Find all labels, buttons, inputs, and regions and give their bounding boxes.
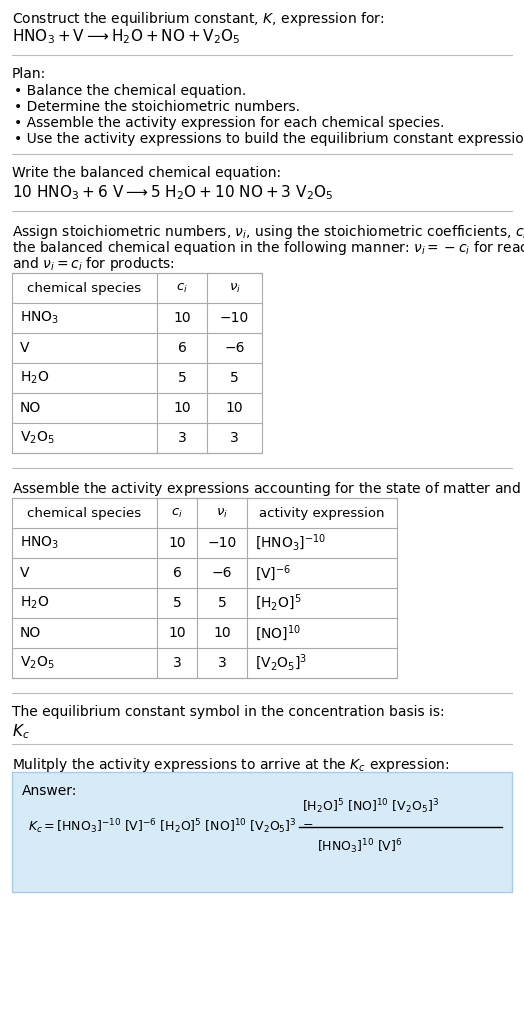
Text: $\mathrm{V_2O_5}$: $\mathrm{V_2O_5}$ [20,430,54,446]
Text: $[\mathrm{H_2O}]^{5}\ [\mathrm{NO}]^{10}\ [\mathrm{V_2O_5}]^{3}$: $[\mathrm{H_2O}]^{5}\ [\mathrm{NO}]^{10}… [302,797,439,817]
Text: −6: −6 [224,341,245,355]
Text: 10: 10 [173,311,191,325]
Text: activity expression: activity expression [259,506,385,520]
Text: $\nu_i$: $\nu_i$ [228,282,241,294]
Text: 5: 5 [172,596,181,610]
Text: the balanced chemical equation in the following manner: $\nu_i = -c_i$ for react: the balanced chemical equation in the fo… [12,239,524,257]
Text: • Use the activity expressions to build the equilibrium constant expression.: • Use the activity expressions to build … [14,132,524,146]
Text: NO: NO [20,626,41,640]
Text: $[\mathrm{V}]^{-6}$: $[\mathrm{V}]^{-6}$ [255,563,291,583]
Text: The equilibrium constant symbol in the concentration basis is:: The equilibrium constant symbol in the c… [12,704,445,719]
Text: $\mathrm{H_2O}$: $\mathrm{H_2O}$ [20,370,49,386]
Text: 3: 3 [230,431,239,445]
Text: 10: 10 [168,536,186,550]
Bar [12,273,262,453]
Text: Answer:: Answer: [22,784,78,798]
Text: −10: −10 [220,311,249,325]
Text: • Determine the stoichiometric numbers.: • Determine the stoichiometric numbers. [14,100,300,114]
Text: Mulitply the activity expressions to arrive at the $K_c$ expression:: Mulitply the activity expressions to arr… [12,756,450,774]
Bar [12,498,397,678]
Text: Assign stoichiometric numbers, $\nu_i$, using the stoichiometric coefficients, $: Assign stoichiometric numbers, $\nu_i$, … [12,223,524,241]
Text: −6: −6 [212,566,232,580]
Text: 5: 5 [230,371,239,385]
Text: chemical species: chemical species [27,506,141,520]
Text: $\nu_i$: $\nu_i$ [216,506,228,520]
Text: and $\nu_i = c_i$ for products:: and $\nu_i = c_i$ for products: [12,255,175,273]
Text: $\mathrm{H_2O}$: $\mathrm{H_2O}$ [20,595,49,612]
Text: chemical species: chemical species [27,282,141,294]
Text: • Assemble the activity expression for each chemical species.: • Assemble the activity expression for e… [14,116,444,130]
Text: 5: 5 [217,596,226,610]
Text: $\mathrm{10\ HNO_3 + 6\ V} \longrightarrow \mathrm{5\ H_2O + 10\ NO + 3\ V_2O_5}: $\mathrm{10\ HNO_3 + 6\ V} \longrightarr… [12,183,333,202]
Text: $[\mathrm{V_2O_5}]^{3}$: $[\mathrm{V_2O_5}]^{3}$ [255,652,307,673]
Text: −10: −10 [208,536,237,550]
Text: 10: 10 [226,401,243,415]
FancyBboxPatch shape [12,772,512,892]
Text: $[\mathrm{H_2O}]^{5}$: $[\mathrm{H_2O}]^{5}$ [255,593,301,614]
Text: $[\mathrm{HNO_3}]^{-10}$: $[\mathrm{HNO_3}]^{-10}$ [255,533,326,553]
Text: $c_i$: $c_i$ [176,282,188,294]
Text: $c_i$: $c_i$ [171,506,183,520]
Text: $\mathrm{V_2O_5}$: $\mathrm{V_2O_5}$ [20,654,54,671]
Text: 3: 3 [178,431,187,445]
Text: Assemble the activity expressions accounting for the state of matter and $\nu_i$: Assemble the activity expressions accoun… [12,480,524,498]
Text: Write the balanced chemical equation:: Write the balanced chemical equation: [12,166,281,180]
Text: 10: 10 [168,626,186,640]
Text: $\mathrm{HNO_3 + V} \longrightarrow \mathrm{H_2O + NO + V_2O_5}$: $\mathrm{HNO_3 + V} \longrightarrow \mat… [12,27,241,46]
Text: V: V [20,566,29,580]
Text: $[\mathrm{HNO_3}]^{10}\ [\mathrm{V}]^{6}$: $[\mathrm{HNO_3}]^{10}\ [\mathrm{V}]^{6}… [317,837,402,857]
Text: • Balance the chemical equation.: • Balance the chemical equation. [14,84,246,98]
Text: 6: 6 [172,566,181,580]
Text: NO: NO [20,401,41,415]
Text: 3: 3 [217,657,226,670]
Text: 5: 5 [178,371,187,385]
Text: $\mathrm{HNO_3}$: $\mathrm{HNO_3}$ [20,309,59,326]
Text: V: V [20,341,29,355]
Text: 6: 6 [178,341,187,355]
Text: $K_c$: $K_c$ [12,722,30,740]
Text: $[\mathrm{NO}]^{10}$: $[\mathrm{NO}]^{10}$ [255,623,301,643]
Text: $K_c = [\mathrm{HNO_3}]^{-10}\ [\mathrm{V}]^{-6}\ [\mathrm{H_2O}]^{5}\ [\mathrm{: $K_c = [\mathrm{HNO_3}]^{-10}\ [\mathrm{… [28,818,313,836]
Text: 10: 10 [173,401,191,415]
Text: 3: 3 [172,657,181,670]
Text: 10: 10 [213,626,231,640]
Text: $\mathrm{HNO_3}$: $\mathrm{HNO_3}$ [20,535,59,551]
Text: Plan:: Plan: [12,67,46,81]
Text: Construct the equilibrium constant, $K$, expression for:: Construct the equilibrium constant, $K$,… [12,10,385,28]
